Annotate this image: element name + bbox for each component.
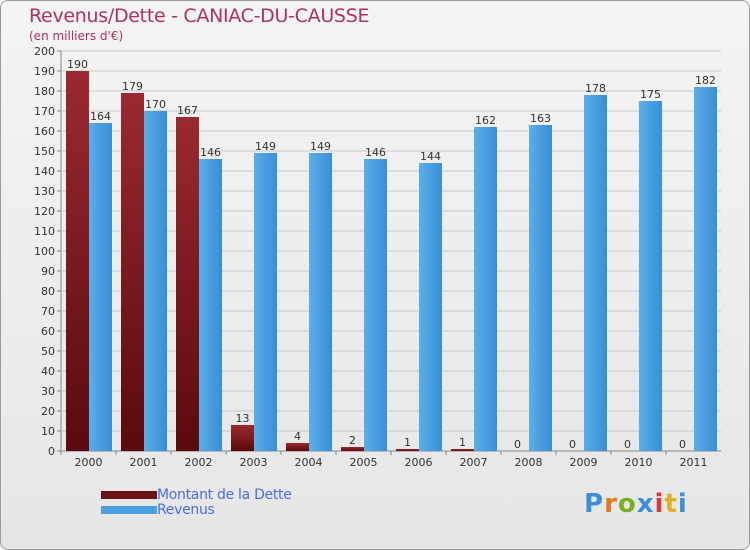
y-tick-label: 180	[34, 85, 55, 98]
bar-revenue	[419, 163, 442, 451]
bar-revenue	[364, 159, 387, 451]
chart-subtitle: (en milliers d'€)	[29, 29, 124, 43]
y-tick-label: 170	[34, 105, 55, 118]
bar-debt	[396, 449, 419, 451]
data-label-revenue: 162	[475, 114, 496, 127]
y-tick-label: 190	[34, 65, 55, 78]
data-label-revenue: 146	[200, 146, 221, 159]
logo-letter: t	[664, 489, 678, 519]
bar-debt	[341, 447, 364, 451]
bar-revenue	[89, 123, 112, 451]
y-tick-label: 140	[34, 165, 55, 178]
y-tick-label: 200	[34, 45, 55, 58]
bar-debt	[121, 93, 144, 451]
data-label-debt: 0	[569, 438, 576, 451]
data-label-debt: 0	[514, 438, 521, 451]
logo-letter: P	[584, 489, 605, 519]
y-axis-ticks: 0 10 20 30 40 50 60 70 80 90 100 110 120 130 140 150 160…	[34, 45, 61, 458]
bar-revenue	[694, 87, 717, 451]
data-label-revenue: 164	[90, 110, 111, 123]
logo-letter: r	[604, 489, 618, 519]
y-tick-label: 120	[34, 205, 55, 218]
legend-swatch-revenue	[101, 506, 157, 514]
y-tick-label: 110	[34, 225, 55, 238]
legend-label-revenue: Revenus	[157, 502, 215, 518]
data-label-revenue: 170	[145, 98, 166, 111]
data-label-debt: 179	[122, 80, 143, 93]
data-label-debt: 0	[679, 438, 686, 451]
bar-revenue	[584, 95, 607, 451]
bar-debt	[451, 449, 474, 451]
x-tick-label: 2009	[570, 456, 598, 469]
data-label-debt: 1	[459, 436, 466, 449]
x-tick-label: 2003	[240, 456, 268, 469]
y-tick-label: 150	[34, 145, 55, 158]
proxiti-logo: Proxiti	[584, 489, 688, 519]
y-tick-label: 90	[41, 265, 55, 278]
logo-letter: i	[654, 489, 665, 519]
bar-revenue	[309, 153, 332, 451]
data-label-revenue: 144	[420, 150, 441, 163]
x-tick-label: 2011	[680, 456, 708, 469]
data-label-debt: 2	[349, 434, 356, 447]
data-label-debt: 167	[177, 104, 198, 117]
data-label-revenue: 149	[255, 140, 276, 153]
y-tick-label: 40	[41, 365, 55, 378]
bar-revenue	[199, 159, 222, 451]
bar-revenue	[529, 125, 552, 451]
x-tick-label: 2000	[75, 456, 103, 469]
x-tick-label: 2001	[130, 456, 158, 469]
bar-revenue	[474, 127, 497, 451]
data-label-debt: 4	[294, 430, 301, 443]
x-tick-label: 2007	[460, 456, 488, 469]
data-label-revenue: 146	[365, 146, 386, 159]
x-tick-label: 2005	[350, 456, 378, 469]
y-tick-label: 160	[34, 125, 55, 138]
bar-revenue	[144, 111, 167, 451]
logo-letter: o	[617, 489, 637, 519]
bar-debt	[66, 71, 89, 451]
y-tick-label: 100	[34, 245, 55, 258]
bar-debt	[286, 443, 309, 451]
logo-letter: x	[636, 489, 655, 519]
bar-revenue	[254, 153, 277, 451]
bars	[66, 71, 717, 451]
x-axis-ticks: 2000 2001 2002 2003 2004 2005 2006 2007 2008 2009…	[60, 451, 708, 469]
y-tick-label: 30	[41, 385, 55, 398]
data-label-revenue: 149	[310, 140, 331, 153]
y-tick-label: 10	[41, 425, 55, 438]
x-tick-label: 2006	[405, 456, 433, 469]
x-tick-label: 2004	[295, 456, 323, 469]
y-tick-label: 130	[34, 185, 55, 198]
grid-lines	[60, 50, 721, 452]
x-tick-label: 2010	[625, 456, 653, 469]
legend-label-debt: Montant de la Dette	[157, 487, 292, 503]
y-tick-label: 60	[41, 325, 55, 338]
y-tick-label: 50	[41, 345, 55, 358]
y-tick-label: 80	[41, 285, 55, 298]
data-label-debt: 13	[236, 412, 250, 425]
chart-title: Revenus/Dette - CANIAC-DU-CAUSSE	[29, 5, 370, 27]
bar-debt	[176, 117, 199, 451]
data-label-revenue: 178	[585, 82, 606, 95]
y-tick-label: 70	[41, 305, 55, 318]
x-tick-label: 2008	[515, 456, 543, 469]
x-tick-label: 2002	[185, 456, 213, 469]
data-label-debt: 190	[67, 58, 88, 71]
bar-debt	[231, 425, 254, 451]
y-tick-label: 0	[48, 445, 55, 458]
data-label-debt: 0	[624, 438, 631, 451]
data-label-revenue: 182	[695, 74, 716, 87]
y-tick-label: 20	[41, 405, 55, 418]
bar-revenue	[639, 101, 662, 451]
data-label-debt: 1	[404, 436, 411, 449]
data-label-revenue: 163	[530, 112, 551, 125]
legend-swatch-debt	[101, 491, 157, 499]
data-label-revenue: 175	[640, 88, 661, 101]
logo-letter: i	[677, 489, 688, 519]
